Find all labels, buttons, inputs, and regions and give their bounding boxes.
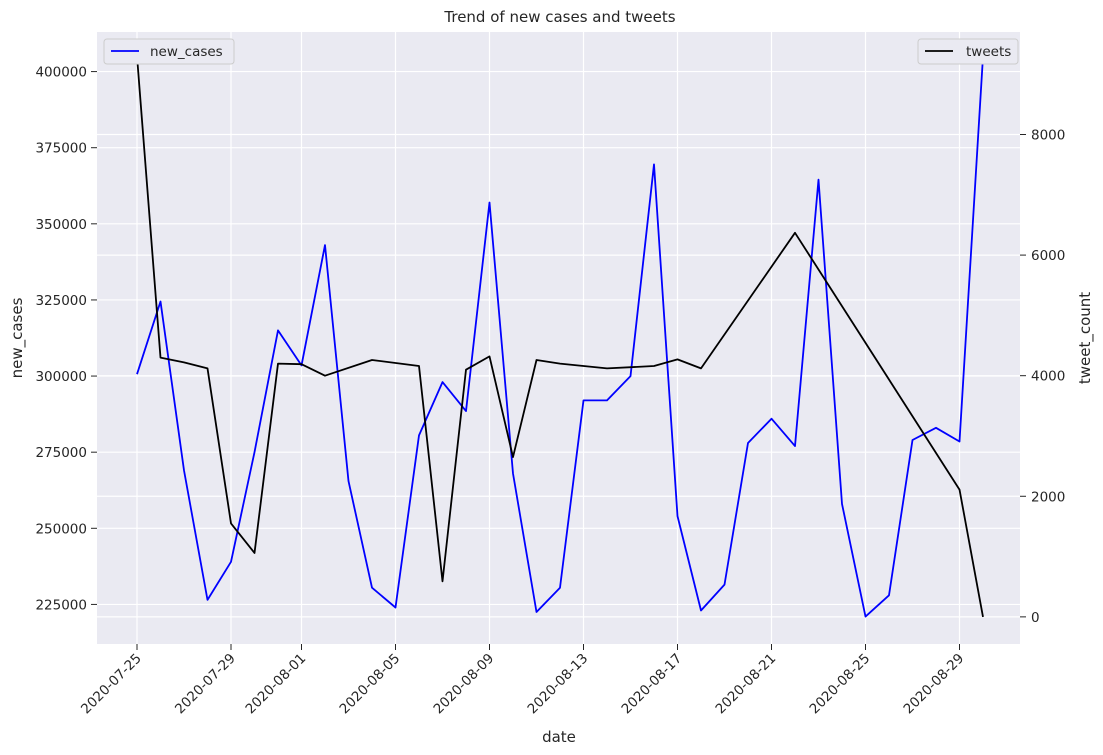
y-right-tick-label: 6000 xyxy=(1031,248,1065,264)
legend-tweets: tweets xyxy=(917,38,1019,65)
chart-title: Trend of new cases and tweets xyxy=(443,8,675,26)
x-tick-label: 2020-08-13 xyxy=(525,651,592,718)
y-left-tick-label: 325000 xyxy=(35,293,87,309)
x-tick-label: 2020-08-29 xyxy=(901,651,968,718)
series-line-tweets xyxy=(136,56,984,618)
plot-area xyxy=(97,32,1020,644)
y-axis-left-ticks: 225000 250000 275000 300000 325000 350000 3750… xyxy=(35,65,97,613)
y-right-tick-label: 0 xyxy=(1031,610,1040,626)
y-left-tick-label: 275000 xyxy=(35,445,87,461)
x-axis-ticks: 2020-07-25 2020-07-29 2020-08-01 2020-08-05… xyxy=(78,644,967,717)
legend-label-new-cases: new_cases xyxy=(150,44,223,60)
y-left-tick-label: 250000 xyxy=(35,521,87,537)
series-layer xyxy=(136,56,984,618)
series-line-new-cases xyxy=(136,56,984,618)
x-tick-label: 2020-08-09 xyxy=(431,651,498,718)
x-tick-label: 2020-08-25 xyxy=(807,651,874,718)
x-tick-label: 2020-08-17 xyxy=(619,651,686,718)
y-axis-right-ticks: 0 2000 4000 6000 8000 xyxy=(1020,128,1065,626)
y-axis-right-label: tweet_count xyxy=(1076,292,1095,384)
y-right-tick-label: 2000 xyxy=(1031,489,1065,505)
legend-new-cases: new_cases xyxy=(103,38,235,65)
x-tick-label: 2020-07-25 xyxy=(78,651,145,718)
y-left-tick-label: 350000 xyxy=(35,217,87,233)
x-tick-label: 2020-07-29 xyxy=(172,651,239,718)
y-right-tick-label: 4000 xyxy=(1031,369,1065,385)
legend-box xyxy=(917,38,1019,65)
y-left-tick-label: 400000 xyxy=(35,65,87,81)
legend-box xyxy=(103,38,235,65)
y-left-tick-label: 375000 xyxy=(35,141,87,157)
y-left-tick-label: 225000 xyxy=(35,597,87,613)
grid-lines xyxy=(97,32,1020,644)
x-tick-label: 2020-08-05 xyxy=(337,651,404,718)
y-left-tick-label: 300000 xyxy=(35,369,87,385)
x-tick-label: 2020-08-21 xyxy=(713,651,780,718)
y-right-tick-label: 8000 xyxy=(1031,128,1065,144)
legend-label-tweets: tweets xyxy=(966,44,1011,60)
x-axis-label: date xyxy=(542,728,576,746)
x-tick-label: 2020-08-01 xyxy=(243,651,310,718)
y-axis-left-label: new_cases xyxy=(8,297,27,378)
